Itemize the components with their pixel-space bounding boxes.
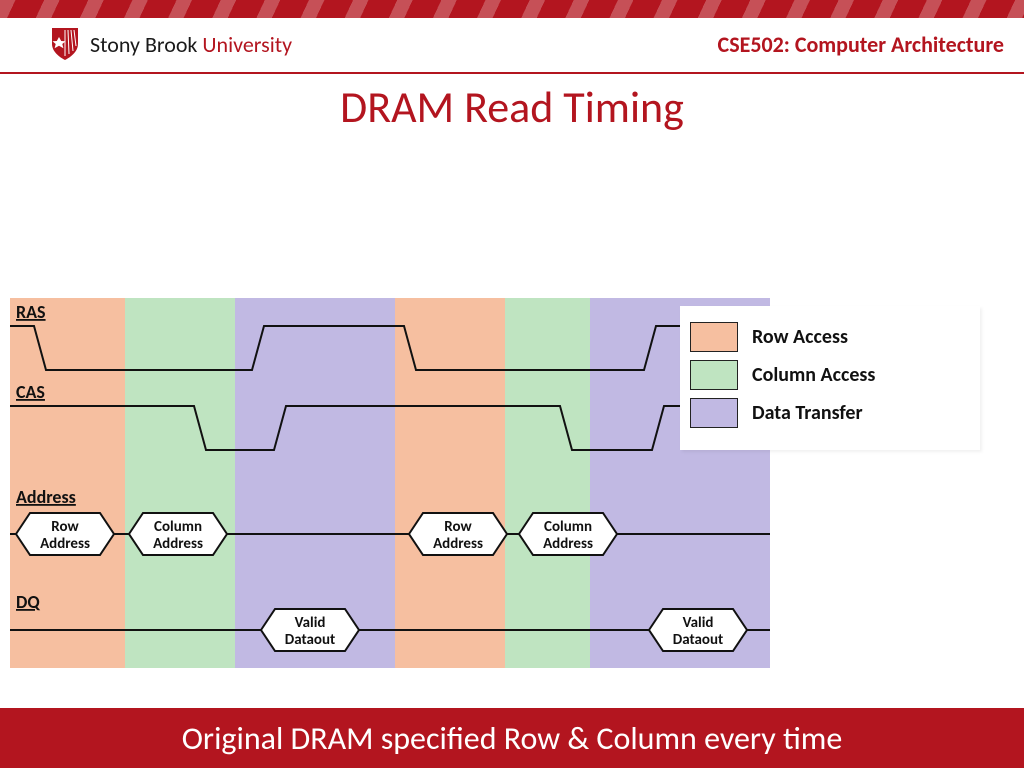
page-title: DRAM Read Timing [0, 80, 1024, 134]
svg-text:DQ: DQ [16, 591, 40, 613]
brand-text: Stony Brook University [90, 31, 292, 58]
brand-name-dark: Stony Brook [90, 31, 197, 58]
timing-diagram: RASCASAddressRowAddressColumnAddressRowA… [10, 298, 770, 668]
shield-icon [50, 26, 80, 62]
svg-text:Dataout: Dataout [285, 631, 336, 649]
header: Stony Brook University CSE502: Computer … [0, 18, 1024, 74]
legend-swatch [690, 322, 738, 352]
svg-text:Row: Row [51, 518, 79, 536]
svg-text:Valid: Valid [295, 614, 326, 632]
footer-text: Original DRAM specified Row & Column eve… [182, 719, 843, 758]
svg-text:CAS: CAS [16, 381, 45, 403]
svg-text:Address: Address [543, 535, 593, 553]
svg-text:Column: Column [544, 518, 592, 536]
svg-text:Address: Address [153, 535, 203, 553]
top-decorative-stripe [0, 0, 1024, 18]
svg-text:Address: Address [16, 486, 76, 508]
brand-name-red: University [197, 31, 292, 58]
legend-row: Row Access [690, 322, 970, 352]
svg-text:Address: Address [433, 535, 483, 553]
legend-swatch [690, 360, 738, 390]
legend-row: Column Access [690, 360, 970, 390]
svg-text:Address: Address [40, 535, 90, 553]
legend-label: Data Transfer [752, 401, 863, 425]
brand: Stony Brook University [50, 26, 292, 62]
legend-swatch [690, 398, 738, 428]
svg-text:RAS: RAS [16, 301, 46, 323]
legend-row: Data Transfer [690, 398, 970, 428]
legend-label: Column Access [752, 363, 875, 387]
svg-text:Column: Column [154, 518, 202, 536]
svg-text:Valid: Valid [683, 614, 714, 632]
footer-callout: Original DRAM specified Row & Column eve… [0, 708, 1024, 768]
timing-svg: RASCASAddressRowAddressColumnAddressRowA… [10, 298, 770, 668]
legend: Row Access Column Access Data Transfer [680, 306, 980, 450]
course-label: CSE502: Computer Architecture [718, 31, 1004, 58]
svg-text:Dataout: Dataout [673, 631, 724, 649]
svg-text:Row: Row [444, 518, 472, 536]
legend-label: Row Access [752, 325, 848, 349]
